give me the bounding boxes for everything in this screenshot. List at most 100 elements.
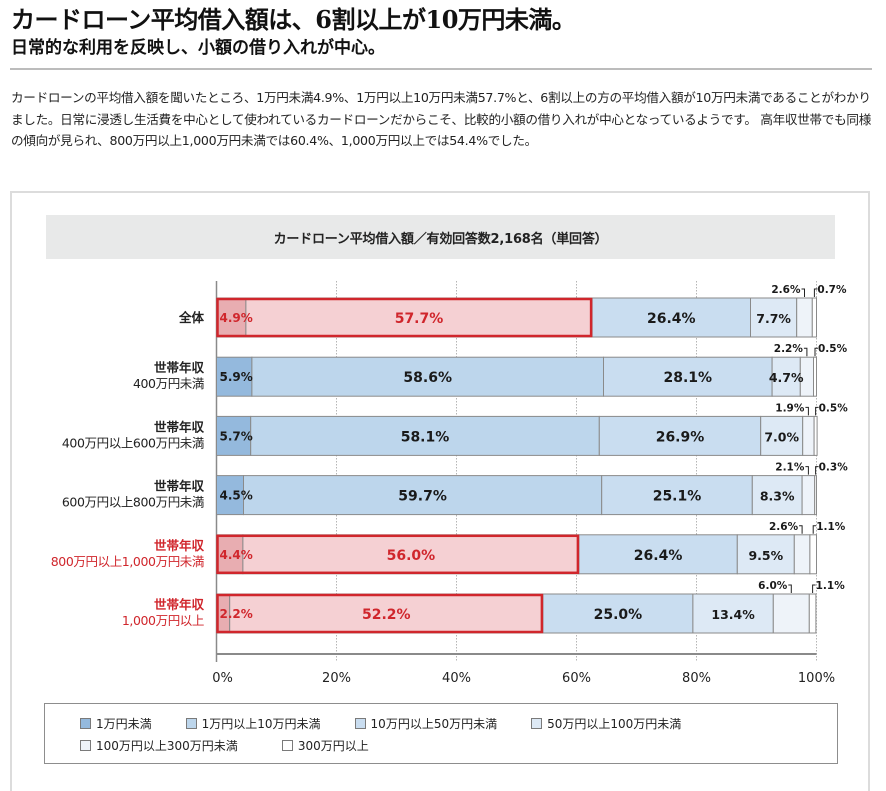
legend-item: 100万円以上300万円未満: [80, 737, 238, 754]
data-label-small: 2.6%: [771, 284, 801, 296]
bar-segment: [772, 593, 810, 634]
data-label: 7.0%: [764, 429, 799, 444]
bar-segment: [250, 415, 600, 456]
data-label: 4.9%: [220, 311, 253, 325]
data-label: 26.4%: [634, 548, 683, 564]
category-label-line2: 600万円以上800万円未満: [62, 495, 204, 510]
bar-segment: [603, 356, 773, 397]
x-tick-label: 80%: [682, 671, 711, 686]
bar-segment: [242, 534, 580, 575]
data-label: 25.0%: [594, 607, 643, 623]
bar-segment: [591, 297, 751, 338]
legend-swatch: [80, 740, 91, 751]
data-label: 4.4%: [220, 548, 253, 562]
data-label: 26.4%: [647, 311, 696, 327]
chart-title: カードローン平均借入額／有効回答数2,168名（単回答）: [273, 231, 608, 247]
category-label-line2: 800万円以上1,000万円未満: [51, 554, 204, 569]
highlight-outline: [216, 297, 593, 338]
leader-line: [803, 347, 808, 357]
bar-segment: [771, 356, 801, 397]
legend-row-1: 1万円未満 1万円以上10万円未満 10万円以上50万円未満 50万円以上100万円未…: [80, 715, 715, 732]
category-label-line1: 世帯年収: [154, 597, 205, 612]
data-label: 59.7%: [398, 489, 447, 505]
leader-line: [805, 406, 809, 416]
leader-line: [805, 466, 809, 475]
bar-segment: [809, 534, 818, 575]
bar-segment: [750, 297, 798, 338]
data-label-small: 2.6%: [769, 521, 799, 533]
legend-item: 10万円以上50万円未満: [354, 715, 498, 732]
leader-line: [812, 525, 817, 534]
data-label: 58.6%: [403, 370, 452, 386]
chart-legend: 1万円未満 1万円以上10万円未満 10万円以上50万円未満 50万円以上100万円未…: [44, 703, 838, 764]
bar-segment: [808, 593, 817, 634]
legend-label: 100万円以上300万円未満: [96, 739, 238, 753]
bar-segment: [216, 475, 244, 516]
data-label: 8.3%: [760, 489, 795, 504]
legend-label: 1万円未満: [96, 717, 152, 731]
bar-segment: [229, 593, 544, 634]
body-paragraph: カードローンの平均借入額を聞いたところ、1万円未満4.9%、1万円以上10万円未…: [11, 90, 871, 148]
bar-segment: [813, 356, 817, 397]
data-label-small: 0.3%: [819, 462, 849, 474]
bar-segment: [692, 593, 774, 634]
bar-segment: [802, 415, 815, 456]
legend-item: 300万円以上: [281, 737, 369, 754]
x-tick-label: 60%: [562, 671, 591, 686]
leader-line: [799, 525, 803, 534]
data-label: 5.9%: [220, 370, 253, 384]
legend-item: 1万円以上10万円未満: [185, 715, 321, 732]
bar-segment: [216, 356, 253, 397]
x-tick-label: 100%: [798, 671, 835, 686]
leader-line: [815, 466, 819, 475]
category-label-line1: 世帯年収: [154, 479, 205, 494]
leader-line: [812, 584, 816, 593]
subheadline: 日常的な利用を反映し、小額の借り入れが中心。: [11, 38, 385, 58]
legend-swatch: [185, 718, 197, 729]
data-label: 4.7%: [769, 370, 804, 385]
bar-segment: [811, 297, 817, 338]
data-label: 52.2%: [362, 607, 411, 623]
legend-swatch: [531, 718, 543, 729]
bar-segment: [813, 415, 818, 456]
legend-item: 1万円未満: [80, 715, 152, 732]
data-label-small: 1.9%: [775, 402, 805, 414]
legend-item: 50万円以上100万円未満: [531, 715, 681, 732]
data-label-small: 0.5%: [819, 402, 849, 414]
chart-frame: [10, 191, 870, 791]
legend-label: 300万円以上: [297, 739, 369, 753]
bar-segment: [801, 475, 816, 516]
data-label-small: 2.2%: [774, 343, 804, 355]
x-tick-label: 0%: [212, 671, 233, 686]
bar-segment: [736, 534, 795, 575]
x-tick-label: 20%: [322, 671, 351, 686]
bar-segment: [601, 475, 753, 516]
bar-segment: [793, 534, 811, 575]
bar-segment: [243, 475, 603, 516]
data-label-small: 1.1%: [816, 521, 846, 533]
headline: カードローン平均借入額は、6割以上が10万円未満。: [11, 5, 576, 34]
highlight-outline: [216, 534, 580, 575]
legend-swatch: [281, 740, 293, 751]
highlight-outline: [216, 593, 544, 634]
x-tick-label: 40%: [442, 671, 471, 686]
data-label: 57.7%: [395, 311, 444, 327]
category-label-line1: 世帯年収: [154, 419, 205, 434]
data-label: 5.7%: [220, 429, 253, 443]
bar-segment: [814, 475, 818, 516]
bar-segment: [751, 475, 803, 516]
data-label: 13.4%: [711, 607, 755, 622]
chart-title-box: カードローン平均借入額／有効回答数2,168名（単回答）: [46, 215, 835, 259]
legend-label: 10万円以上50万円未満: [370, 717, 498, 731]
category-label: 全体: [178, 310, 205, 325]
data-label-small: 1.1%: [816, 580, 846, 592]
leader-line: [815, 406, 819, 416]
category-label-line2: 400万円未満: [133, 376, 204, 391]
data-label: 7.7%: [756, 311, 791, 326]
data-label: 25.1%: [653, 489, 702, 505]
legend-row-2: 100万円以上300万円未満 300万円以上: [80, 737, 413, 754]
data-label-small: 0.7%: [817, 284, 847, 296]
bar-segment: [598, 415, 762, 456]
bar-segment: [796, 297, 813, 338]
